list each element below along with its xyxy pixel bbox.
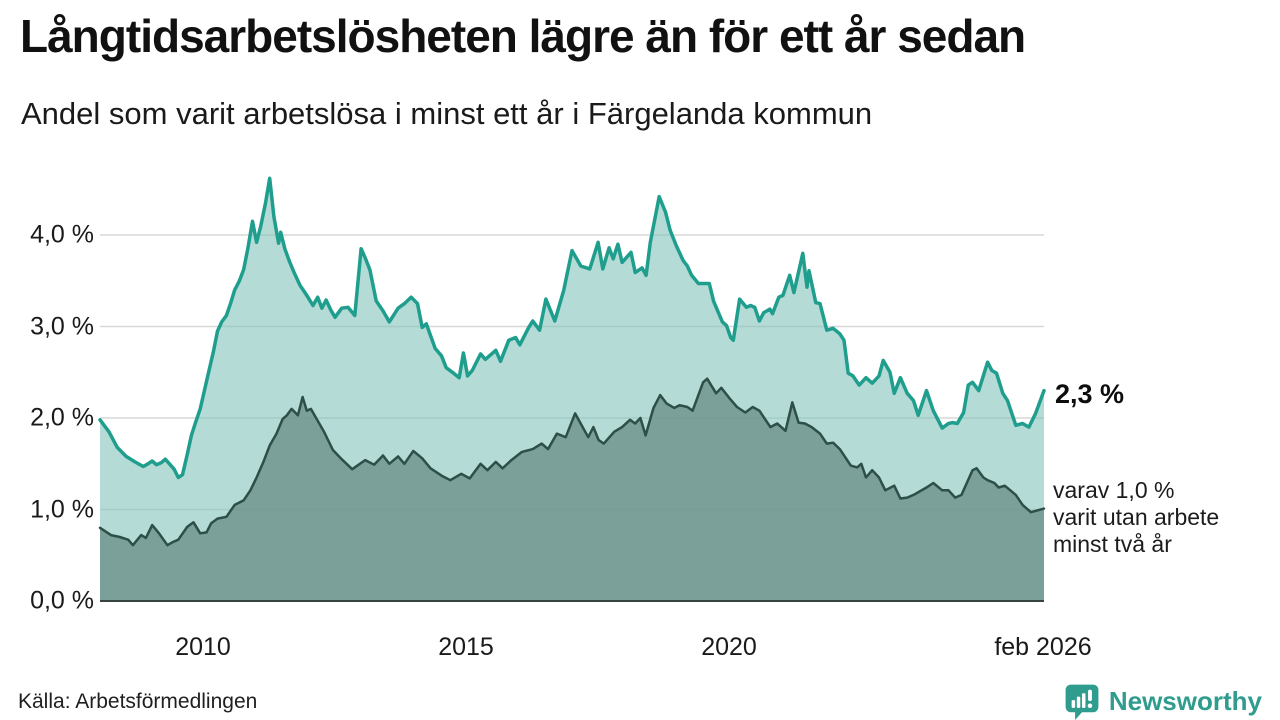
series-one-year-line	[98, 176, 1046, 480]
x-tick-feb-2026: feb 2026	[994, 633, 1092, 661]
chart-subtitle: Andel som varit arbetslösa i minst ett å…	[21, 96, 873, 131]
y-tick-4: 4,0 %	[30, 220, 94, 249]
page-title: Långtidsarbetslösheten lägre än för ett …	[20, 10, 1026, 62]
annotation-line-2: varit utan arbete	[1053, 504, 1220, 530]
y-tick-1: 1,0 %	[30, 495, 94, 524]
newsworthy-logo[interactable]: Newsworthy	[1063, 682, 1262, 720]
two-year-annotation: varav 1,0 % varit utan arbete minst två …	[1053, 477, 1219, 558]
y-tick-2: 2,0 %	[30, 403, 94, 432]
annotation-line-1: varav 1,0 %	[1053, 477, 1175, 503]
source-credit: Källa: Arbetsförmedlingen	[18, 690, 258, 713]
x-tick-2015: 2015	[438, 633, 494, 661]
y-tick-3: 3,0 %	[30, 312, 94, 341]
series-two-year-area	[100, 378, 1044, 601]
x-tick-2010: 2010	[175, 633, 231, 661]
newsworthy-logo-icon	[1063, 682, 1101, 720]
newsworthy-logo-text: Newsworthy	[1108, 685, 1262, 716]
annotation-line-3: minst två år	[1053, 531, 1172, 557]
series-two-year-line	[98, 377, 1046, 547]
y-tick-0: 0,0 %	[30, 586, 94, 615]
series-end-value-label: 2,3 %	[1055, 379, 1125, 409]
x-tick-2020: 2020	[701, 633, 757, 661]
